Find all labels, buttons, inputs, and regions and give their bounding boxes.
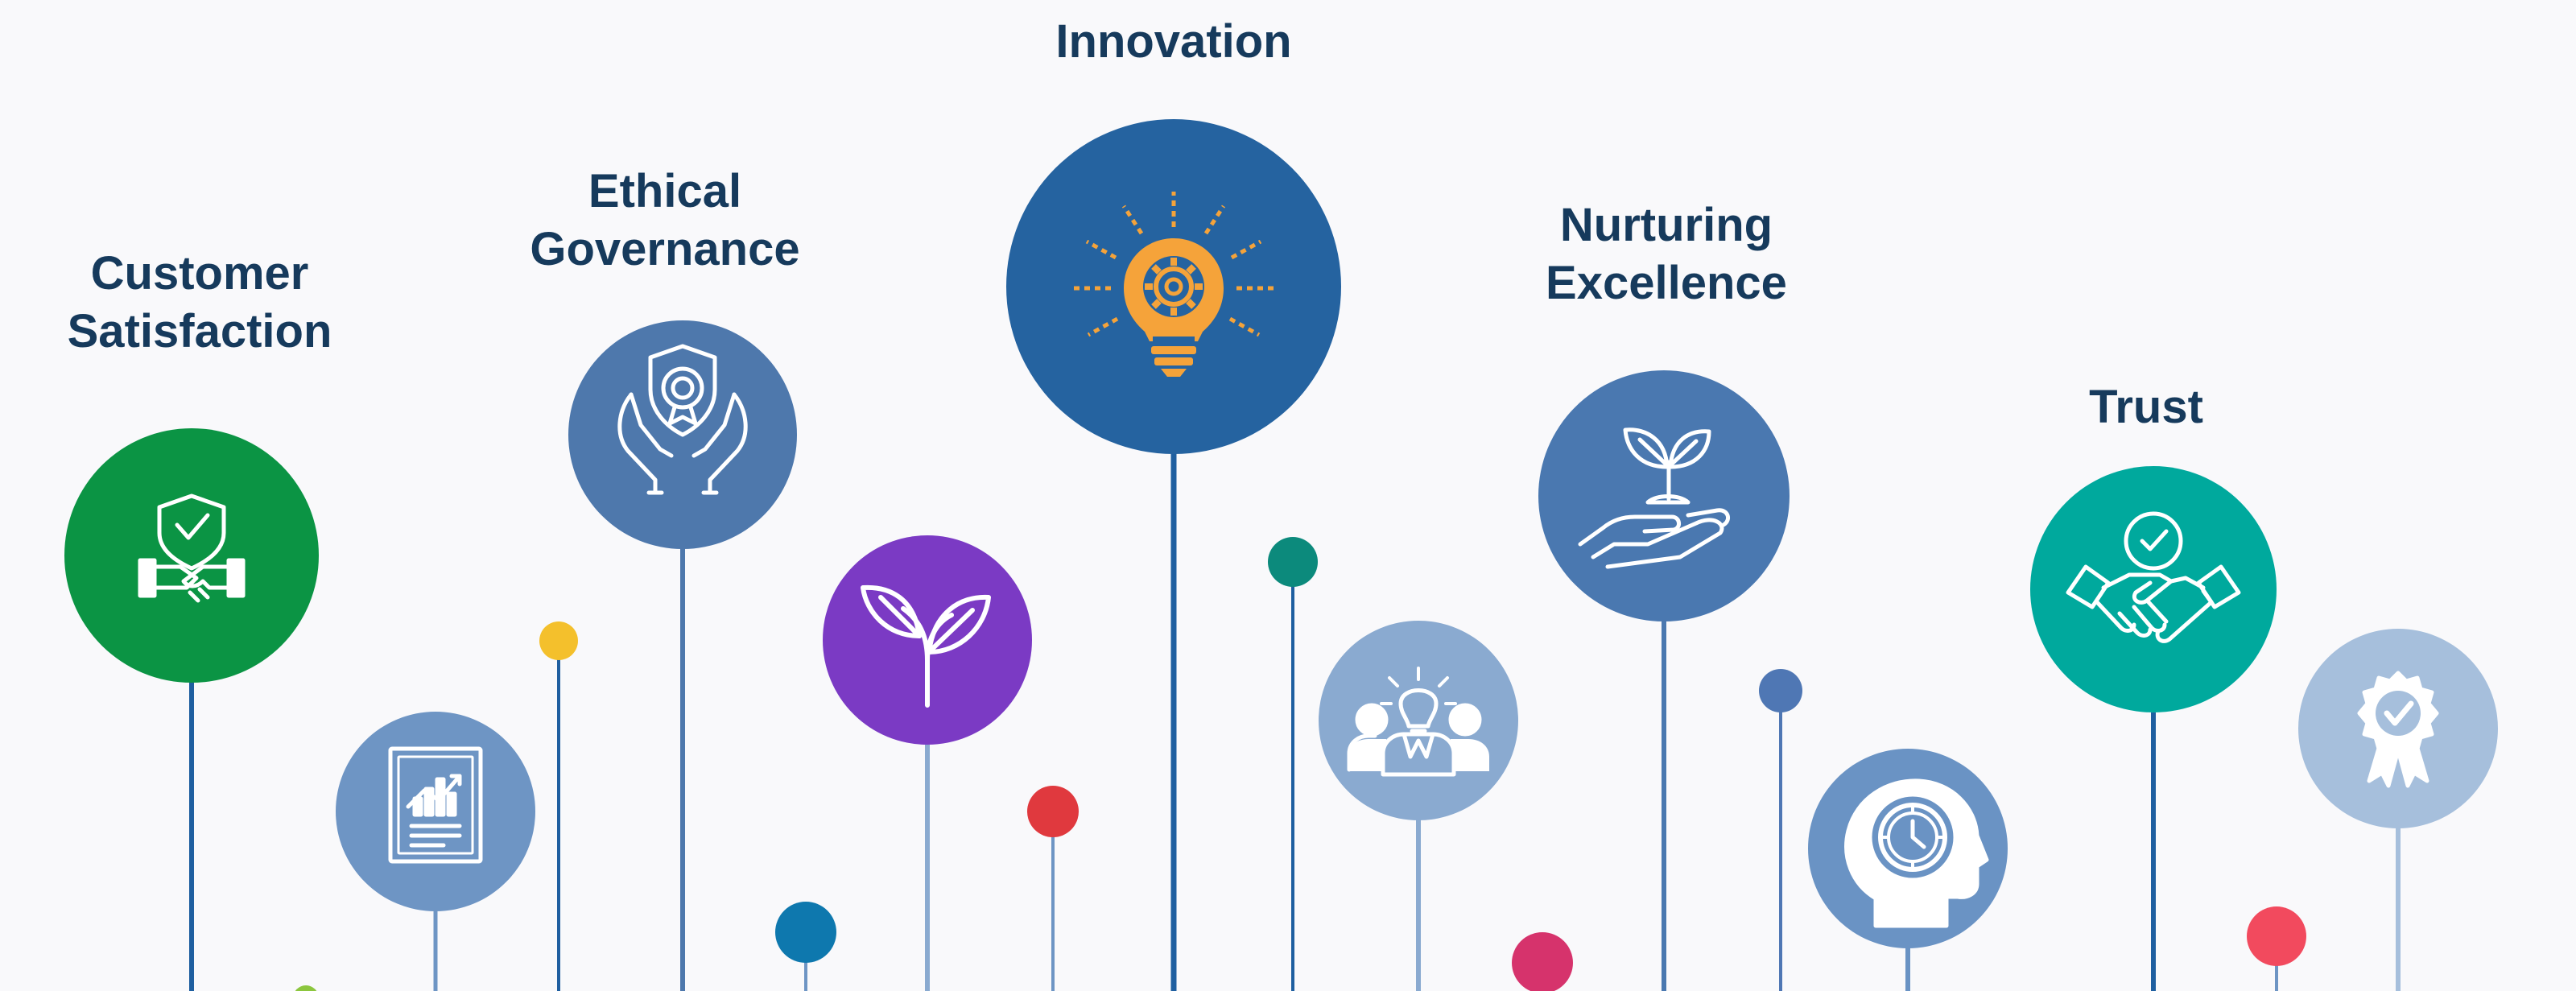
leaf-sprout-icon [861, 584, 991, 708]
dot [1268, 537, 1318, 587]
handshake-check-icon [2066, 511, 2241, 643]
label-ethical-governance: Ethical Governance [530, 163, 799, 279]
dot [1027, 786, 1079, 837]
lightbulb-gear-icon [1074, 192, 1274, 377]
head-clock-icon [1844, 778, 1989, 928]
label-customer-satisfaction: Customer Satisfaction [68, 245, 332, 361]
dot [1759, 669, 1802, 712]
dot [1512, 932, 1573, 991]
label-line: Excellence [1546, 257, 1787, 309]
hand-sprout-icon [1578, 427, 1731, 569]
label-line: Nurturing [1559, 199, 1773, 251]
dot [539, 621, 578, 660]
award-ribbon-icon [2357, 671, 2439, 788]
stems [189, 448, 2401, 991]
label-nurturing-excellence: Nurturing Excellence [1546, 196, 1787, 312]
team-idea-icon [1347, 667, 1489, 777]
label-innovation: Innovation [1055, 13, 1291, 71]
dot [295, 985, 317, 991]
label-line: Satisfaction [67, 305, 332, 357]
shield-handshake-icon [138, 493, 246, 603]
label-line: Innovation [1055, 15, 1292, 68]
label-line: Customer [90, 247, 309, 299]
circle-customer-satisfaction [64, 428, 319, 683]
dots [295, 537, 2306, 991]
dot [775, 902, 836, 963]
report-chart-icon [388, 746, 483, 864]
label-line: Governance [530, 223, 800, 275]
circle-trust [2030, 466, 2277, 712]
label-trust: Trust [2089, 378, 2203, 436]
dot [2247, 906, 2306, 966]
label-line: Ethical [588, 165, 742, 217]
circle-team [1319, 621, 1518, 820]
label-line: Trust [2089, 381, 2203, 433]
hands-shield-badge-icon [617, 344, 748, 495]
